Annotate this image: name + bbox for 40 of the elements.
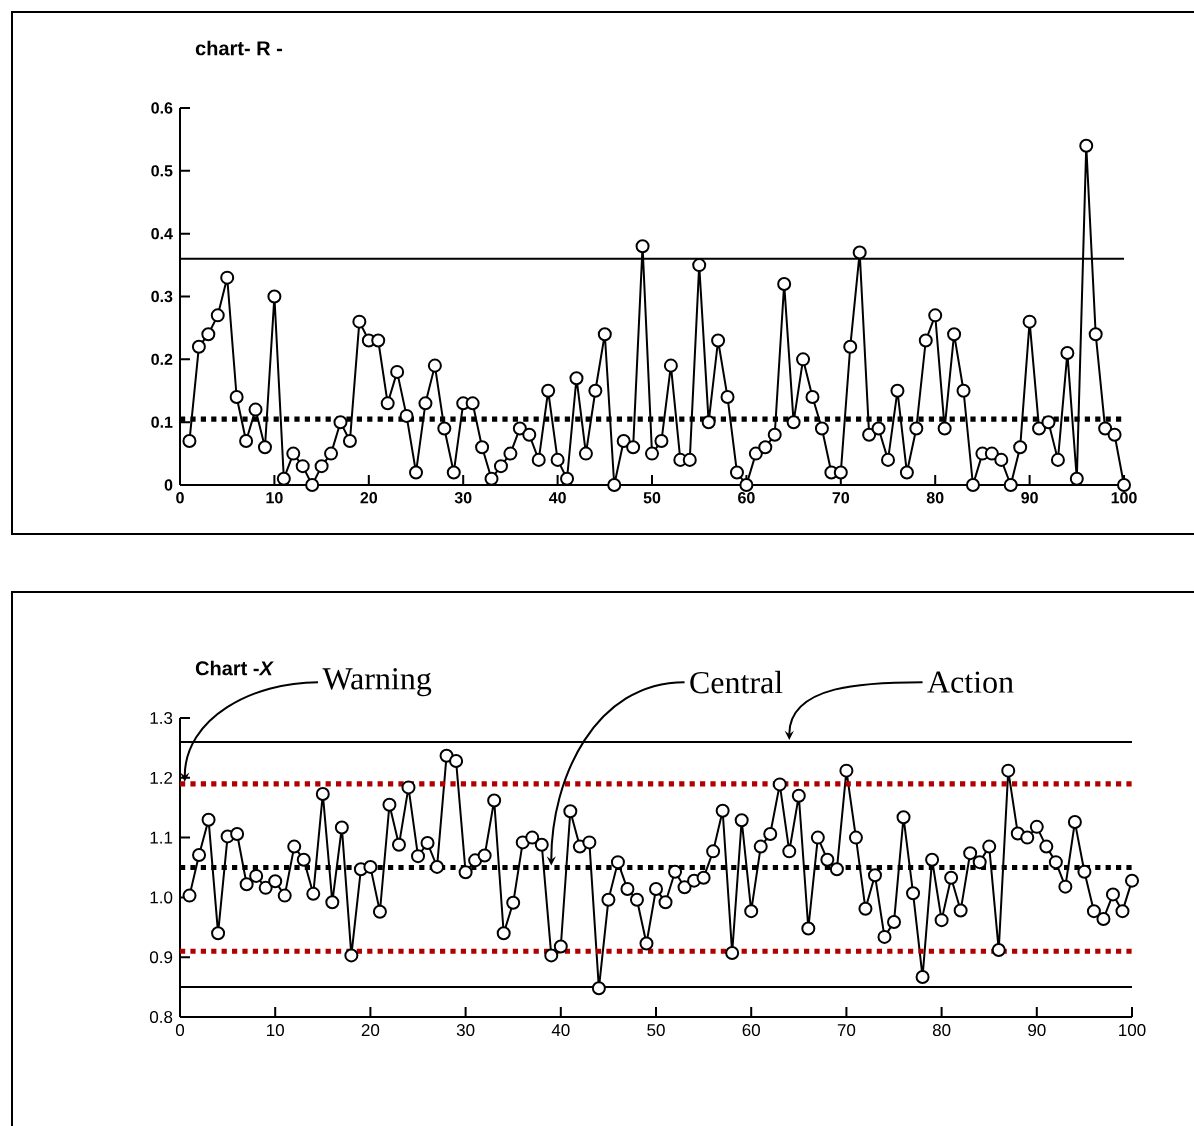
x-tick-label: 60 bbox=[738, 492, 755, 504]
y-tick-label: 1.2 bbox=[150, 771, 173, 784]
y-tick-label: 0.4 bbox=[151, 228, 173, 240]
x-tick-label: 90 bbox=[1021, 492, 1038, 504]
y-tick-label: 0.1 bbox=[151, 416, 173, 428]
x-tick-label: 0 bbox=[176, 492, 184, 504]
y-tick-label: 1.3 bbox=[150, 712, 173, 725]
x-tick-label: 50 bbox=[643, 492, 661, 504]
x-tick-label: 30 bbox=[456, 1024, 475, 1037]
x-tick-label: 70 bbox=[837, 1024, 856, 1037]
annotation: Warning bbox=[322, 668, 432, 697]
x-tick-label: 80 bbox=[926, 492, 944, 504]
x-tick-label: 30 bbox=[454, 492, 472, 504]
y-tick-label: 0.2 bbox=[151, 353, 173, 366]
annotation: Central bbox=[690, 670, 783, 694]
x-tick-label: 10 bbox=[267, 1024, 284, 1037]
x-tick-label: 90 bbox=[1028, 1024, 1046, 1037]
annotation: Action bbox=[927, 671, 1014, 693]
y-tick-label: 0 bbox=[164, 479, 173, 491]
y-tick-label: 0.3 bbox=[151, 290, 173, 303]
y-tick-label: 0.9 bbox=[149, 951, 173, 964]
x-tick-label: 40 bbox=[548, 492, 566, 504]
x-tick-label: 40 bbox=[551, 1024, 570, 1037]
x-tick-label: 20 bbox=[361, 1024, 380, 1037]
x-tick-label: 70 bbox=[832, 492, 850, 504]
x-tick-label: 100 bbox=[1119, 1024, 1146, 1037]
x-tick-label: 0 bbox=[175, 1024, 185, 1037]
x-tick-label: 80 bbox=[932, 1024, 951, 1037]
x-tick-label: 100 bbox=[1111, 492, 1137, 504]
y-tick-label: 0.8 bbox=[149, 1011, 173, 1024]
y-tick-label: 0.5 bbox=[151, 165, 173, 177]
x-tick-label: 50 bbox=[647, 1024, 665, 1037]
x-tick-label: 10 bbox=[266, 492, 283, 504]
y-tick-label: 0.6 bbox=[151, 102, 173, 114]
x-tick-label: 20 bbox=[360, 492, 378, 504]
y-tick-label: 1.1 bbox=[150, 831, 173, 844]
chart-title: chart- R - bbox=[195, 40, 283, 56]
chart-title: Chart -X bbox=[195, 660, 274, 676]
y-tick-label: 1.0 bbox=[150, 891, 173, 904]
x-tick-label: 60 bbox=[742, 1024, 760, 1037]
